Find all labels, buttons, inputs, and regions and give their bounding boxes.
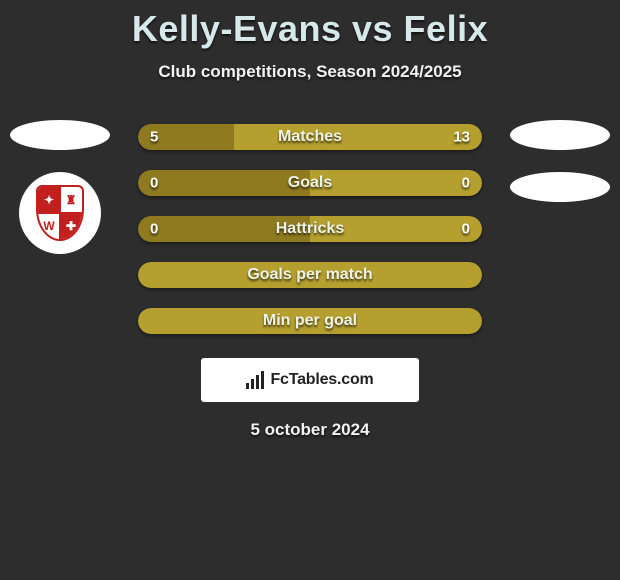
comparison-bars: 5 13 Matches 0 0 Goals 0 0 Hattricks Goals per ma…: [138, 124, 482, 354]
stat-bar: 5 13 Matches: [138, 124, 482, 150]
crest-quadrant: W: [38, 213, 60, 239]
left-player-column: ✦ ♜ W ✚: [0, 120, 120, 254]
crest-quadrant: ✚: [60, 213, 82, 239]
stat-bar: 0 0 Hattricks: [138, 216, 482, 242]
bar-fill-right: [234, 124, 482, 150]
comparison-card: Kelly-Evans vs Felix Club competitions, …: [0, 0, 620, 580]
bar-value-right: 0: [462, 175, 470, 192]
right-player-column: [500, 120, 620, 224]
bar-value-left: 5: [150, 129, 158, 146]
crest-quadrant: ✦: [38, 187, 60, 213]
bar-value-left: 0: [150, 221, 158, 238]
bar-value-right: 0: [462, 221, 470, 238]
brand-badge[interactable]: FcTables.com: [201, 358, 419, 402]
bar-fill-right: [310, 170, 482, 196]
bar-value-right: 13: [453, 129, 470, 146]
bar-value-left: 0: [150, 175, 158, 192]
bar-label: Min per goal: [263, 312, 357, 330]
crest-shield: ✦ ♜ W ✚: [36, 185, 84, 241]
stat-bar: Goals per match: [138, 262, 482, 288]
stat-bar: 0 0 Goals: [138, 170, 482, 196]
crest-quadrant: ♜: [60, 187, 82, 213]
player-photo-placeholder: [510, 120, 610, 150]
bar-label: Goals per match: [247, 266, 372, 284]
subtitle: Club competitions, Season 2024/2025: [0, 62, 620, 82]
bar-label: Hattricks: [276, 220, 344, 238]
bar-label: Matches: [278, 128, 342, 146]
bar-label: Goals: [288, 174, 332, 192]
stat-bar: Min per goal: [138, 308, 482, 334]
footer-date: 5 october 2024: [0, 420, 620, 440]
club-crest-placeholder: [510, 172, 610, 202]
player-photo-placeholder: [10, 120, 110, 150]
crest-ring: ✦ ♜ W ✚: [19, 172, 101, 254]
footer-block: FcTables.com 5 october 2024: [0, 352, 620, 440]
page-title: Kelly-Evans vs Felix: [0, 0, 620, 50]
bar-chart-icon: [246, 371, 264, 389]
brand-label: FcTables.com: [270, 371, 373, 389]
club-crest: ✦ ♜ W ✚: [19, 172, 101, 254]
bar-fill-left: [138, 170, 310, 196]
